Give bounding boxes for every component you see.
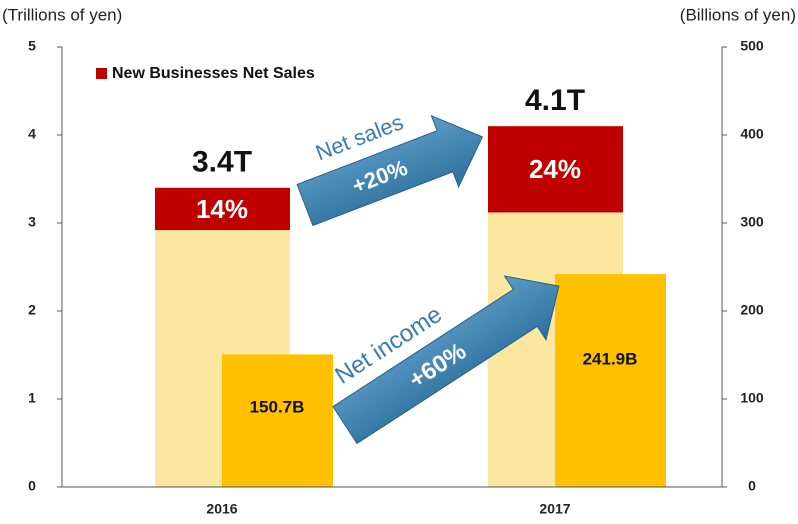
y2-tick-label: 300 [740,214,764,230]
y-tick-label: 0 [28,478,36,494]
sales-arrow: Net sales +20% [296,109,484,227]
share-label: 14% [196,194,248,224]
income-label: 241.9B [583,349,638,368]
x-tick-label: 2016 [206,501,237,517]
y-axis-title: (Trillions of yen) [2,5,122,24]
share-label: 24% [529,154,581,184]
legend-swatch [96,68,107,79]
y2-tick-label: 200 [740,302,764,318]
y2-tick-label: 500 [740,38,764,54]
net-income-bar [222,354,333,487]
y2-tick-label: 0 [748,478,756,494]
plot: 0 1 2 3 4 5 0 100 200 300 400 500 14% 3.4T 150.7B 2016 2… [28,38,764,517]
x-tick-label: 2017 [539,501,570,517]
total-label: 3.4T [192,146,252,179]
y2-tick-label: 100 [740,390,764,406]
y-tick-label: 2 [28,302,36,318]
new-business-bar [488,126,623,213]
income-label: 150.7B [250,397,305,416]
y2-axis-title: (Billions of yen) [680,5,796,24]
y-tick-label: 1 [28,390,36,406]
net-income-bar [555,274,666,487]
y-tick-label: 5 [28,38,36,54]
y-tick-label: 3 [28,214,36,230]
legend-label: New Businesses Net Sales [112,65,315,82]
y-tick-label: 4 [28,126,36,142]
new-business-bar [155,187,290,231]
total-label: 4.1T [525,84,585,117]
y2-tick-label: 400 [740,126,764,142]
